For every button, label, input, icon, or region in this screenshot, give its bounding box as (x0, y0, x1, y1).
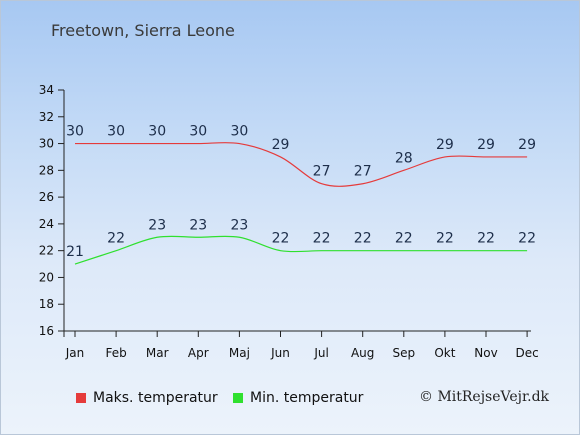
data-label-max: 30 (230, 124, 248, 140)
data-label-min: 22 (313, 231, 331, 247)
legend-label-max: Maks. temperatur (93, 390, 218, 406)
data-label-max: 29 (272, 137, 290, 153)
data-label-min: 22 (518, 231, 536, 247)
y-tick-label: 24 (39, 217, 54, 231)
x-tick-label: Apr (188, 346, 209, 360)
y-tick-label: 20 (39, 270, 54, 284)
data-label-max: 29 (518, 137, 536, 153)
y-tick-label: 22 (39, 244, 54, 258)
data-label-max: 30 (107, 124, 125, 140)
legend-swatch-min (233, 393, 243, 403)
y-tick-label: 18 (39, 297, 54, 311)
data-label-min: 23 (230, 217, 248, 233)
x-tick-label: Jan (65, 346, 85, 360)
data-label-max: 27 (354, 164, 372, 180)
legend-item-min: Min. temperatur (233, 390, 363, 406)
x-tick-label: Mar (146, 346, 169, 360)
x-tick-label: Sep (392, 346, 415, 360)
y-tick-label: 16 (39, 324, 54, 338)
data-label-max: 30 (148, 124, 166, 140)
x-tick-label: Dec (515, 346, 538, 360)
data-label-min: 23 (148, 217, 166, 233)
y-tick-label: 28 (39, 163, 54, 177)
x-tick-label: Feb (105, 346, 126, 360)
series-line-max (75, 141, 528, 187)
x-tick-label: Maj (229, 346, 250, 360)
legend-item-max: Maks. temperatur (76, 390, 218, 406)
x-tick-label: Aug (351, 346, 374, 360)
x-tick-label: Okt (434, 346, 455, 360)
data-label-max: 27 (313, 164, 331, 180)
y-tick-label: 26 (39, 190, 54, 204)
chart-title: Freetown, Sierra Leone (51, 21, 235, 40)
x-tick-label: Jul (313, 346, 328, 360)
data-label-max: 29 (477, 137, 495, 153)
data-label-min: 22 (107, 231, 125, 247)
y-tick-label: 34 (39, 83, 54, 97)
data-label-max: 28 (395, 150, 413, 166)
series-line-min (74, 235, 528, 265)
data-label-min: 21 (66, 244, 84, 260)
y-tick-label: 32 (39, 110, 54, 124)
data-label-min: 22 (477, 231, 495, 247)
data-label-max: 30 (189, 124, 207, 140)
data-label-max: 29 (436, 137, 454, 153)
data-label-min: 22 (436, 231, 454, 247)
data-label-min: 22 (272, 231, 290, 247)
data-label-max: 30 (66, 124, 84, 140)
data-label-min: 22 (395, 231, 413, 247)
data-label-min: 22 (354, 231, 372, 247)
legend-swatch-max (76, 393, 86, 403)
y-tick-label: 30 (39, 137, 54, 151)
x-tick-label: Nov (474, 346, 497, 360)
data-label-min: 23 (189, 217, 207, 233)
legend-label-min: Min. temperatur (250, 390, 364, 406)
x-tick-label: Jun (270, 346, 290, 360)
copyright-text: © MitRejseVejr.dk (419, 389, 550, 405)
